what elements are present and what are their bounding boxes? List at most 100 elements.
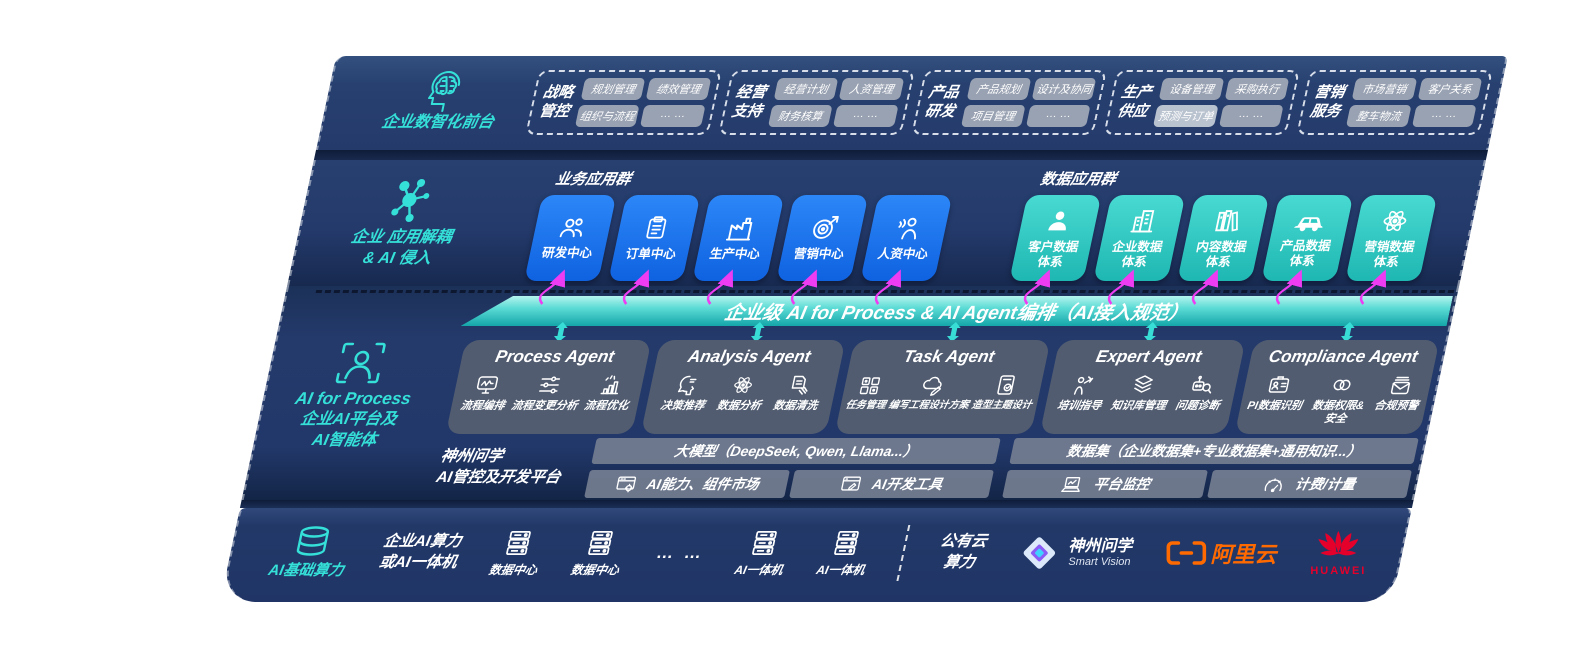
- robot-search-icon: [1188, 374, 1217, 396]
- factory-icon: [723, 215, 759, 242]
- compliance-agent-card: Compliance Agent PI数据识别 数据权限&安全 合规预警: [1234, 340, 1440, 435]
- person-motion-icon: [891, 214, 925, 242]
- data-app-group: 数据应用群 客户数据 体系: [1008, 166, 1444, 286]
- teacher-icon: [1069, 374, 1098, 396]
- chip: 绩效管理: [646, 77, 712, 100]
- document-clean-icon: [785, 374, 814, 396]
- target-icon: [807, 214, 841, 242]
- double-arrow-icon: [857, 322, 1050, 347]
- task-agent-card: Task Agent 任务管理 编写工程设计方案 造型主题设计: [834, 340, 1051, 435]
- chip: 市场营销: [1351, 77, 1418, 100]
- double-arrow-icon: [1251, 322, 1444, 347]
- front-group-supply: 生产供应 设备管理 采购执行 预测与订单 … …: [1103, 69, 1301, 135]
- agent-item: 数据分析: [715, 374, 767, 413]
- card-label: 营销中心: [792, 247, 846, 262]
- grid-robot-icon: [856, 374, 885, 396]
- card-label-line1: 企业数据: [1110, 239, 1164, 254]
- group-title: 生产供应: [1115, 83, 1154, 121]
- car-icon: [1292, 208, 1330, 234]
- llm-bar: 大模型（DeepSeek, Qwen, Llama...）: [591, 438, 1001, 464]
- front-office-band: 企业数智化前台 战略管控 规划管理 绩效管理 组织与流程 … … 经营支持 经营…: [316, 56, 1509, 150]
- infra-layer-title: AI基础算力: [266, 562, 346, 580]
- agent-item: 数据清洗: [772, 374, 824, 413]
- huawei-flower-icon: [1316, 529, 1360, 563]
- data-platform-group: 数据集（企业数据集+专业数据集+通用知识...） 平台监控 计费/计量: [1002, 438, 1419, 498]
- card-label-line2: 体系: [1204, 255, 1233, 269]
- card-hr-center: 人资中心: [860, 195, 953, 281]
- expert-agent-card: Expert Agent 培训指导 知识库管理 问题诊断: [1039, 340, 1246, 435]
- agent-item: 培训指导: [1056, 374, 1108, 413]
- layers-icon: [1128, 374, 1157, 396]
- card-marketing-center: 营销中心: [776, 195, 869, 281]
- agent-name: Expert Agent: [1094, 347, 1204, 366]
- chip: 设备管理: [1159, 77, 1225, 100]
- card-label-line2: 体系: [1120, 255, 1149, 269]
- molecule-icon: [377, 176, 440, 228]
- platform-label: 神州问学 AI管控及开发平台: [434, 448, 563, 486]
- vendor-name: HUAWEI: [1310, 565, 1367, 577]
- chip: 规划管理: [580, 77, 646, 100]
- card-label-line1: 客户数据: [1026, 239, 1080, 254]
- diamond-logo-icon: [1018, 532, 1060, 574]
- chip: … …: [833, 104, 899, 127]
- skewed-canvas: 企业数智化前台 战略管控 规划管理 绩效管理 组织与流程 … … 经营支持 经营…: [219, 56, 1509, 604]
- alicloud-bracket-icon: [1166, 540, 1207, 566]
- chip: 组织与流程: [575, 104, 641, 127]
- public-cloud-title: 公有云 算力: [938, 533, 989, 571]
- chip: … …: [640, 104, 706, 127]
- card-label-line2: 体系: [1036, 255, 1065, 269]
- gauge-icon: [1261, 474, 1287, 494]
- growth-bars-icon: [596, 374, 625, 396]
- chip: 财务核算: [767, 104, 833, 127]
- agent-item: 问题诊断: [1174, 374, 1226, 413]
- building-icon: [1126, 207, 1160, 235]
- band-edge: [313, 150, 1489, 160]
- agent-item: PI数据识别: [1246, 374, 1309, 413]
- alicloud-logo: 阿里云: [1166, 537, 1276, 569]
- window-pen-icon: [838, 474, 864, 494]
- front-layer-title: 企业数智化前台: [380, 113, 496, 131]
- chip: 预测与订单: [1153, 104, 1219, 127]
- double-arrow-icon: [661, 322, 854, 347]
- infrastructure-band: AI基础算力 企业AI算力 或AI一体机 数据中心 数据中心 … … AI一体机: [219, 508, 1412, 602]
- ai-process-band: 企业级 AI for Process & AI Agent编排（AI接入规范） …: [241, 286, 1460, 500]
- agent-item: 编写工程设计方案: [887, 374, 975, 412]
- sliders-icon: [534, 374, 563, 396]
- band-edge: [239, 500, 1414, 508]
- agent-item: 决策推荐: [659, 374, 711, 413]
- agent-item: 知识库管理: [1109, 374, 1172, 413]
- atom-icon: [1378, 207, 1412, 235]
- app-layer-title-line2: & AI 侵入: [361, 250, 433, 267]
- card-label-line1: 内容数据: [1194, 239, 1248, 254]
- app-layer-title-line1: 企业 应用解耦: [349, 229, 454, 247]
- card-marketing-data: 营销数据 体系: [1345, 195, 1438, 281]
- tablet-check-icon: [992, 374, 1021, 396]
- card-label: 研发中心: [540, 246, 594, 261]
- card-label-line1: 产品数据: [1279, 238, 1333, 253]
- chip: 项目管理: [960, 104, 1026, 127]
- front-groups: 战略管控 规划管理 绩效管理 组织与流程 … … 经营支持 经营计划 人资管理 …: [525, 69, 1494, 135]
- ellipsis: … …: [654, 543, 707, 562]
- app-layer-label: 企业 应用解耦 & AI 侵入: [311, 176, 499, 270]
- monitor-wave-icon: [473, 374, 502, 396]
- server-icon: [584, 529, 618, 557]
- chip: 产品规划: [966, 77, 1032, 100]
- card-production-center: 生产中心: [692, 195, 785, 281]
- datacenter-node: 数据中心: [569, 529, 627, 578]
- link-rings-icon: [1328, 374, 1357, 396]
- platform-monitor-bar: 平台监控: [1002, 470, 1208, 498]
- agent-item: 任务管理: [844, 374, 892, 412]
- double-arrow-icon: [464, 322, 657, 347]
- server-icon: [747, 529, 781, 557]
- group-title: 营销服务: [1308, 83, 1347, 121]
- card-label: 订单中心: [624, 247, 678, 262]
- business-group-title: 业务应用群: [553, 171, 633, 188]
- person-scan-icon: [329, 338, 392, 388]
- books-icon: [1210, 207, 1244, 235]
- cloud-pen-icon: [919, 374, 948, 396]
- application-band: 企业 应用解耦 & AI 侵入 业务应用群: [287, 160, 1486, 286]
- agent-name: Task Agent: [901, 347, 997, 366]
- app-groups: 业务应用群 研发中心: [475, 164, 1477, 286]
- ai-layer-title: AI for Process: [293, 389, 413, 408]
- brain-head-icon: [417, 70, 472, 113]
